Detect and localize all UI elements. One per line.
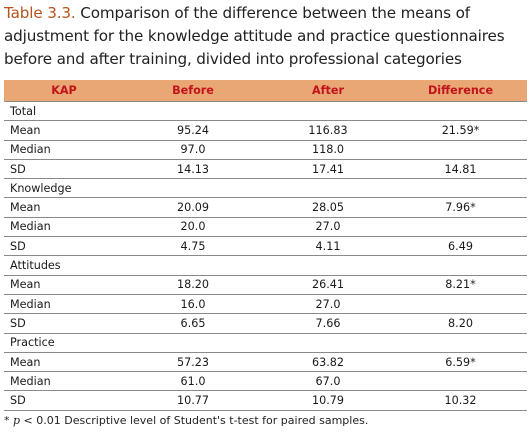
difference-value [394,140,527,160]
table-row: SD 14.13 17.41 14.81 [4,159,527,180]
before-value: 95.24 [124,120,262,141]
section-row: Knowledge [4,178,527,199]
after-value: 17.41 [262,159,394,180]
before-value: 20.09 [124,197,262,218]
section-row: Practice [4,333,527,353]
stat-label: SD [4,236,124,257]
difference-value: 7.96* [394,197,527,218]
difference-value: 8.20 [394,313,527,334]
before-value: 10.77 [124,390,262,411]
difference-value: 6.59* [394,352,527,373]
stat-label: Median [4,294,124,315]
difference-value: 6.49 [394,236,527,257]
table-row: Median 20.0 27.0 [4,217,527,238]
after-value: 4.11 [262,236,394,257]
after-value: 63.82 [262,352,394,373]
table-caption: Table 3.3. Comparison of the difference … [4,2,528,71]
table-row: SD 10.77 10.79 10.32 [4,390,527,411]
after-value: 7.66 [262,313,394,334]
after-value: 67.0 [262,371,394,392]
table-row: Mean 95.24 116.83 21.59* [4,120,527,141]
stat-label: Median [4,217,124,238]
table-row: Mean 57.23 63.82 6.59* [4,352,527,373]
difference-value [394,294,527,315]
section-title: Knowledge [4,178,527,199]
stat-label: Mean [4,197,124,218]
table-row: SD 4.75 4.11 6.49 [4,236,527,257]
before-value: 97.0 [124,140,262,160]
section-title: Practice [4,333,527,353]
stat-label: Mean [4,352,124,373]
table-header: KAP Before After Difference [4,80,527,102]
section-title: Attitudes [4,255,527,276]
stat-label: Mean [4,275,124,295]
section-row: Attitudes [4,255,527,276]
caption-text: Comparison of the difference between the… [4,4,505,68]
difference-value: 21.59* [394,120,527,141]
stat-label: Median [4,371,124,392]
header-kap: KAP [4,80,124,102]
after-value: 10.79 [262,390,394,411]
stat-label: Mean [4,120,124,141]
before-value: 20.0 [124,217,262,238]
before-value: 14.13 [124,159,262,180]
header-before: Before [124,80,262,102]
table-body: Total Mean 95.24 116.83 21.59* Median 97.0 118.… [4,101,527,411]
table-row: Median 16.0 27.0 [4,294,527,315]
kap-table: KAP Before After Difference Total Mean 95.… [4,80,527,411]
stat-label: Median [4,140,124,160]
section-row: Total [4,101,527,122]
after-value: 118.0 [262,140,394,160]
difference-value [394,217,527,238]
before-value: 57.23 [124,352,262,373]
after-value: 27.0 [262,294,394,315]
stat-label: SD [4,313,124,334]
before-value: 6.65 [124,313,262,334]
after-value: 116.83 [262,120,394,141]
difference-value: 10.32 [394,390,527,411]
footnote-marker: * [4,414,13,427]
header-row: KAP Before After Difference [4,80,527,102]
difference-value: 14.81 [394,159,527,180]
before-value: 4.75 [124,236,262,257]
footnote: * p < 0.01 Descriptive level of Student'… [4,414,368,427]
footnote-text: < 0.01 Descriptive level of Student's t-… [20,414,369,427]
table-row: Median 97.0 118.0 [4,140,527,160]
table-row: Mean 18.20 26.41 8.21* [4,275,527,295]
table-row: SD 6.65 7.66 8.20 [4,313,527,334]
table-number: Table 3.3. [4,4,76,22]
section-title: Total [4,101,527,122]
before-value: 61.0 [124,371,262,392]
table-row: Median 61.0 67.0 [4,371,527,392]
before-value: 18.20 [124,275,262,295]
stat-label: SD [4,390,124,411]
footnote-p-symbol: p [13,414,21,427]
after-value: 26.41 [262,275,394,295]
before-value: 16.0 [124,294,262,315]
stat-label: SD [4,159,124,180]
after-value: 28.05 [262,197,394,218]
difference-value [394,371,527,392]
header-after: After [262,80,394,102]
header-difference: Difference [394,80,527,102]
table-row: Mean 20.09 28.05 7.96* [4,197,527,218]
difference-value: 8.21* [394,275,527,295]
after-value: 27.0 [262,217,394,238]
